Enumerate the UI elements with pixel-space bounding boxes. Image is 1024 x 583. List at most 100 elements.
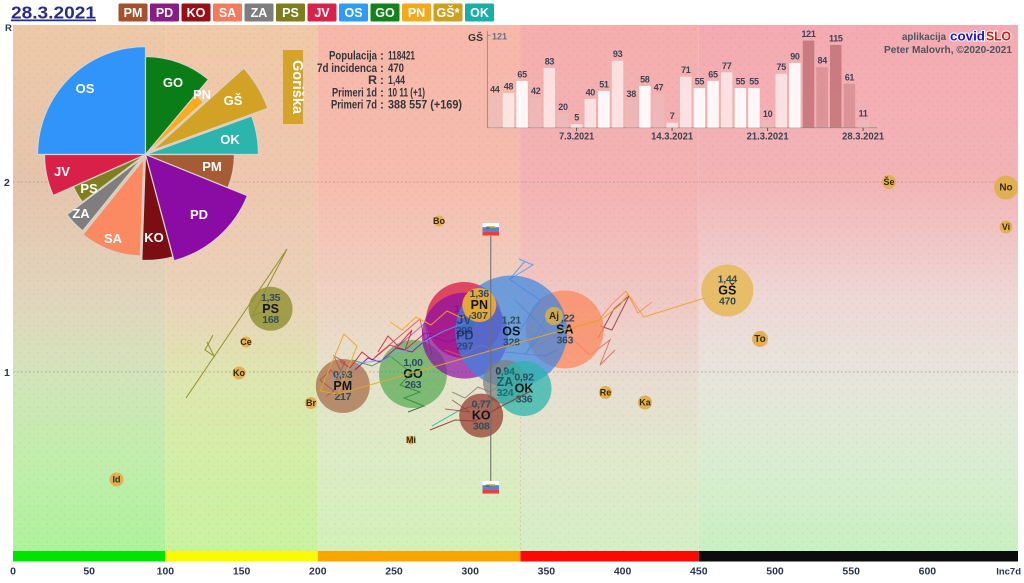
svg-text:Bo: Bo xyxy=(433,216,445,226)
svg-text:400: 400 xyxy=(614,566,632,578)
svg-text:covid: covid xyxy=(950,29,985,44)
svg-text:aplikacija: aplikacija xyxy=(902,31,946,43)
svg-text:71: 71 xyxy=(681,65,691,75)
svg-text:83: 83 xyxy=(545,56,555,66)
svg-text:115: 115 xyxy=(829,33,843,43)
svg-text:GO: GO xyxy=(163,75,183,90)
svg-text:GŠ: GŠ xyxy=(468,31,483,44)
svg-text:Re: Re xyxy=(600,388,612,398)
svg-text:55: 55 xyxy=(749,77,759,87)
svg-text:Primeri 7d: Primeri 7d xyxy=(331,100,377,112)
svg-text:93: 93 xyxy=(613,49,623,59)
svg-text:GŠ*: GŠ* xyxy=(437,5,460,20)
svg-text:11: 11 xyxy=(859,108,868,118)
svg-text:121: 121 xyxy=(492,32,507,42)
svg-text:470: 470 xyxy=(388,63,404,75)
svg-text:KO: KO xyxy=(144,230,164,245)
svg-text:500: 500 xyxy=(766,566,784,578)
svg-text:GŠ: GŠ xyxy=(224,93,243,108)
svg-text:PD: PD xyxy=(190,207,208,222)
svg-text::: : xyxy=(380,63,384,75)
svg-text:R: R xyxy=(5,23,12,34)
svg-text:51: 51 xyxy=(599,80,609,90)
svg-text:OK: OK xyxy=(470,6,489,20)
svg-text:58: 58 xyxy=(640,74,650,84)
svg-text:PD: PD xyxy=(156,6,173,20)
svg-text:PM: PM xyxy=(202,159,222,174)
svg-text:SA: SA xyxy=(104,231,123,246)
svg-text:77: 77 xyxy=(722,61,732,71)
svg-text:118421: 118421 xyxy=(388,51,415,63)
svg-text:Goriška: Goriška xyxy=(289,60,305,115)
svg-text:OS: OS xyxy=(76,81,95,96)
svg-text:150: 150 xyxy=(233,566,251,578)
svg-text:121: 121 xyxy=(801,29,815,39)
svg-text::: : xyxy=(380,87,384,99)
svg-text:21.3.2021: 21.3.2021 xyxy=(747,132,789,143)
svg-text:65: 65 xyxy=(517,69,527,79)
svg-text:5: 5 xyxy=(574,113,579,123)
svg-text:GO: GO xyxy=(375,6,395,20)
svg-text:Populacija: Populacija xyxy=(329,51,377,63)
svg-text:47: 47 xyxy=(654,82,664,92)
svg-text:Aj: Aj xyxy=(549,311,559,322)
svg-text:Peter Malovrh, ©2020-2021: Peter Malovrh, ©2020-2021 xyxy=(884,44,1012,56)
svg-text:388 557 (+169): 388 557 (+169) xyxy=(388,100,462,112)
svg-text:To: To xyxy=(754,334,765,345)
svg-text:10 11 (+1): 10 11 (+1) xyxy=(388,87,425,99)
svg-text:PS: PS xyxy=(282,6,299,20)
svg-text:KO: KO xyxy=(187,6,206,20)
svg-text:PN: PN xyxy=(408,6,425,20)
svg-text:ZA: ZA xyxy=(251,6,268,20)
svg-text:100: 100 xyxy=(157,566,175,578)
svg-text:14.3.2021: 14.3.2021 xyxy=(651,132,693,143)
svg-text:Inc7d: Inc7d xyxy=(996,567,1021,578)
svg-text:SA: SA xyxy=(219,6,236,20)
svg-text:OS: OS xyxy=(344,6,362,20)
svg-text:OK: OK xyxy=(220,132,240,147)
svg-text:42: 42 xyxy=(531,86,541,96)
svg-text:20: 20 xyxy=(558,102,568,112)
svg-text:44: 44 xyxy=(490,85,500,95)
svg-text:61: 61 xyxy=(845,72,855,82)
svg-text:50: 50 xyxy=(83,566,95,578)
svg-text:350: 350 xyxy=(538,566,556,578)
svg-text:PS: PS xyxy=(80,181,98,196)
svg-text::: : xyxy=(380,51,384,63)
svg-text:Br: Br xyxy=(306,398,316,408)
svg-text:75: 75 xyxy=(776,62,786,72)
svg-text:0: 0 xyxy=(10,566,16,578)
svg-text:PM: PM xyxy=(124,6,143,20)
svg-text:Id: Id xyxy=(113,475,121,485)
svg-text:55: 55 xyxy=(736,77,746,87)
svg-text:48: 48 xyxy=(504,82,514,92)
svg-text:10: 10 xyxy=(763,109,773,119)
svg-text:R: R xyxy=(368,75,378,87)
svg-text:28.3.2021: 28.3.2021 xyxy=(842,132,884,143)
svg-text:2: 2 xyxy=(4,177,10,189)
svg-text:ZA: ZA xyxy=(72,206,90,221)
svg-text:28.3.2021: 28.3.2021 xyxy=(11,3,96,23)
svg-text:SLO: SLO xyxy=(986,29,1011,44)
svg-text::: : xyxy=(380,75,384,87)
svg-text:65: 65 xyxy=(708,69,718,79)
svg-text:Ka: Ka xyxy=(639,398,651,408)
svg-text:84: 84 xyxy=(817,56,827,66)
svg-text:1: 1 xyxy=(4,367,10,379)
svg-text:38: 38 xyxy=(626,89,636,99)
svg-text:Primeri 1d: Primeri 1d xyxy=(332,87,377,99)
svg-text::: : xyxy=(380,100,384,112)
svg-text:550: 550 xyxy=(842,566,860,578)
svg-text:300: 300 xyxy=(461,566,479,578)
svg-text:90: 90 xyxy=(790,51,800,61)
svg-text:7d incidenca: 7d incidenca xyxy=(317,63,378,75)
svg-text:Vi: Vi xyxy=(1002,222,1010,232)
svg-text:450: 450 xyxy=(690,566,708,578)
svg-text:7: 7 xyxy=(670,111,675,121)
svg-text:Ce: Ce xyxy=(240,337,252,347)
svg-text:JV: JV xyxy=(54,164,70,179)
svg-text:1,44: 1,44 xyxy=(388,75,405,87)
svg-text:Še: Še xyxy=(883,176,894,187)
svg-text:250: 250 xyxy=(385,566,403,578)
svg-text:JV: JV xyxy=(314,6,330,20)
